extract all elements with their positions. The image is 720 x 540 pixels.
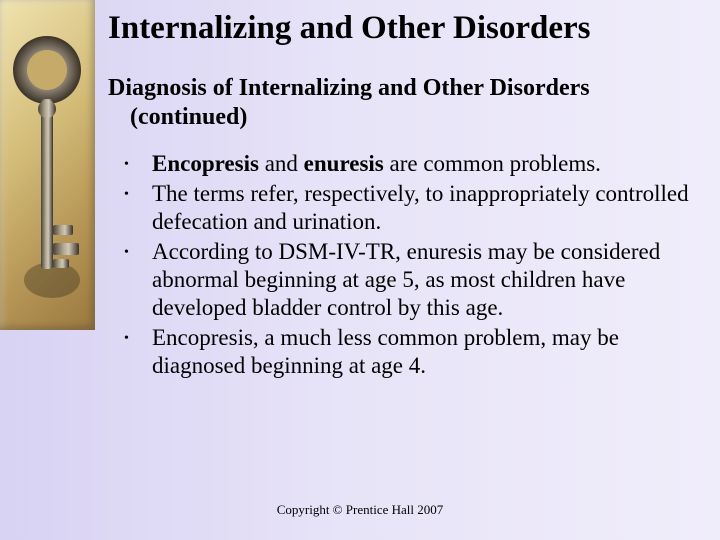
list-item: According to DSM-IV-TR, enuresis may be … bbox=[116, 238, 708, 322]
bold-term: enuresis bbox=[304, 151, 384, 176]
slide-title: Internalizing and Other Disorders bbox=[108, 10, 708, 46]
bold-term: Encopresis bbox=[152, 151, 259, 176]
slide-content: Internalizing and Other Disorders Diagno… bbox=[108, 0, 708, 540]
copyright-footer: Copyright © Prentice Hall 2007 bbox=[0, 502, 720, 518]
subtitle-line-1: Diagnosis of Internalizing and Other Dis… bbox=[108, 74, 708, 103]
bullet-list: Encopresis and enuresis are common probl… bbox=[108, 150, 708, 380]
side-image-panel bbox=[0, 0, 95, 330]
list-item: Encopresis and enuresis are common probl… bbox=[116, 150, 708, 178]
list-item: Encopresis, a much less common problem, … bbox=[116, 324, 708, 380]
text-run: are common problems. bbox=[384, 151, 601, 176]
slide-subtitle: Diagnosis of Internalizing and Other Dis… bbox=[108, 74, 708, 132]
key-icon bbox=[10, 25, 85, 315]
subtitle-line-2: (continued) bbox=[108, 103, 708, 132]
list-item: The terms refer, respectively, to inappr… bbox=[116, 180, 708, 236]
text-run: and bbox=[259, 151, 304, 176]
